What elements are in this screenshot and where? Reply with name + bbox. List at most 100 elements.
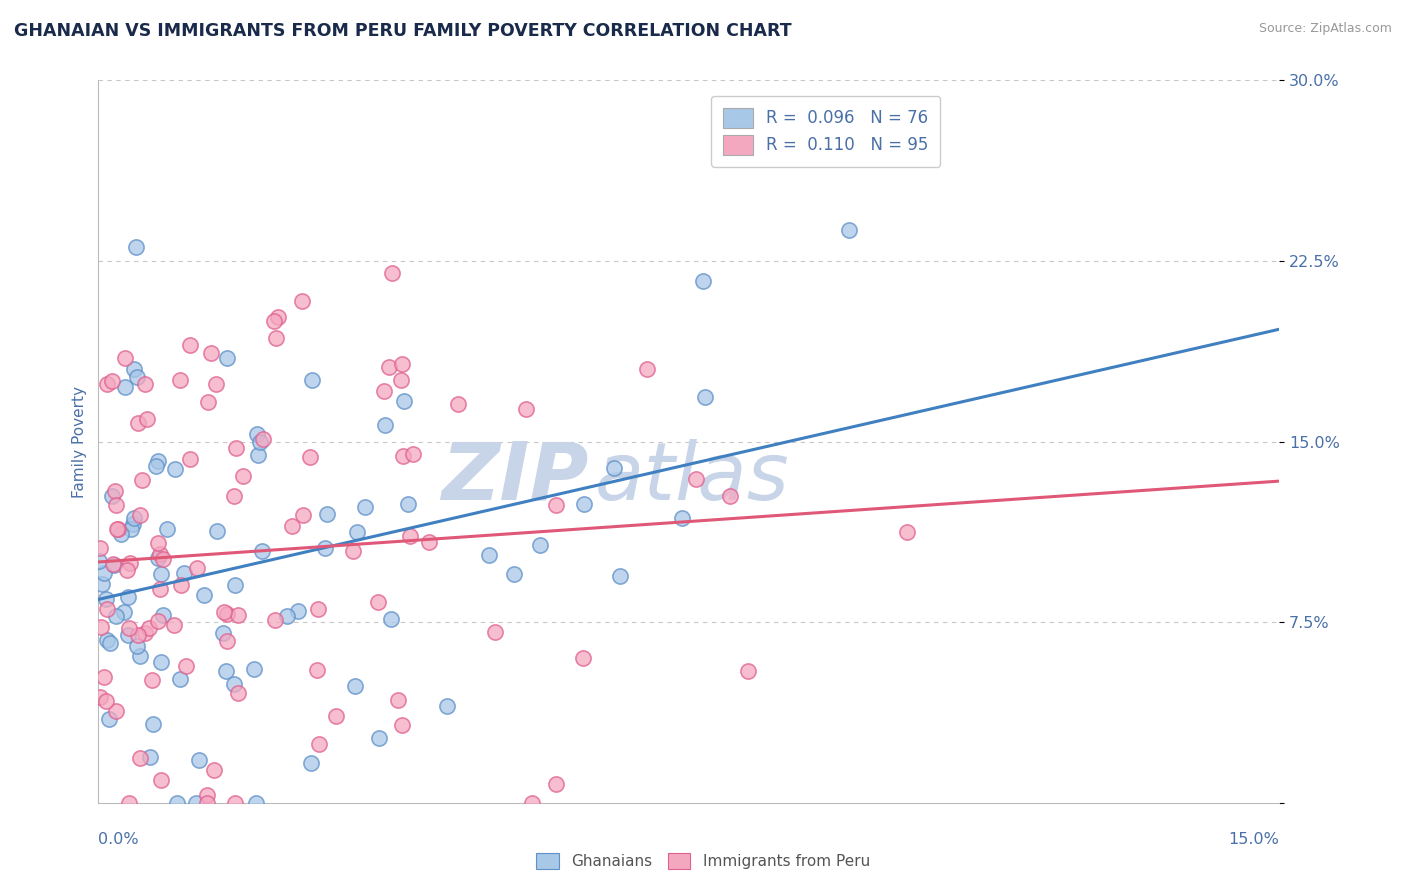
Point xyxy=(205,376,228,391)
Point xyxy=(173,566,195,580)
Point xyxy=(117,628,139,642)
Point xyxy=(243,662,266,676)
Point xyxy=(503,567,526,582)
Point xyxy=(402,447,425,461)
Point xyxy=(305,663,328,677)
Point xyxy=(292,508,315,522)
Point xyxy=(134,625,156,640)
Point xyxy=(98,636,121,650)
Point xyxy=(148,614,170,628)
Point xyxy=(609,569,631,583)
Point xyxy=(114,351,136,365)
Point xyxy=(381,266,404,280)
Point xyxy=(515,402,537,417)
Point xyxy=(89,541,111,556)
Point xyxy=(212,626,235,640)
Point xyxy=(149,547,172,561)
Point xyxy=(484,624,506,639)
Point xyxy=(222,489,245,503)
Point xyxy=(90,620,112,634)
Point xyxy=(695,390,717,404)
Point xyxy=(392,393,415,408)
Point xyxy=(226,686,249,700)
Point xyxy=(574,497,596,511)
Point xyxy=(186,796,208,810)
Point xyxy=(131,473,153,487)
Point xyxy=(94,694,117,708)
Point xyxy=(125,240,148,254)
Point xyxy=(200,346,222,360)
Point xyxy=(392,449,415,463)
Point xyxy=(114,605,136,619)
Point xyxy=(105,609,128,624)
Point xyxy=(127,416,149,430)
Point xyxy=(89,554,111,568)
Point xyxy=(307,602,329,616)
Point xyxy=(222,677,245,691)
Point xyxy=(128,508,150,522)
Y-axis label: Family Poverty: Family Poverty xyxy=(72,385,87,498)
Point xyxy=(546,499,568,513)
Point xyxy=(396,497,419,511)
Point xyxy=(117,621,139,635)
Point xyxy=(148,536,170,550)
Point xyxy=(692,274,714,288)
Point xyxy=(122,517,145,532)
Point xyxy=(120,557,142,571)
Point xyxy=(105,704,128,718)
Point xyxy=(391,718,413,732)
Legend: R =  0.096   N = 76, R =  0.110   N = 95: R = 0.096 N = 76, R = 0.110 N = 95 xyxy=(711,95,941,167)
Point xyxy=(125,639,148,653)
Legend: Ghanaians, Immigrants from Peru: Ghanaians, Immigrants from Peru xyxy=(530,847,876,875)
Point xyxy=(636,362,658,376)
Point xyxy=(179,337,201,351)
Text: 0.0%: 0.0% xyxy=(98,831,139,847)
Point xyxy=(174,659,197,673)
Point xyxy=(418,534,440,549)
Point xyxy=(374,418,396,433)
Point xyxy=(101,489,124,503)
Point xyxy=(602,461,624,475)
Point xyxy=(205,524,228,538)
Point xyxy=(128,649,150,664)
Point xyxy=(217,351,239,366)
Point xyxy=(150,567,173,582)
Point xyxy=(436,699,458,714)
Point xyxy=(101,557,124,571)
Point xyxy=(838,223,860,237)
Point xyxy=(477,548,499,562)
Point xyxy=(367,595,389,609)
Point xyxy=(114,380,136,394)
Point xyxy=(163,462,186,476)
Point xyxy=(263,314,285,328)
Point xyxy=(264,613,287,627)
Point xyxy=(252,432,274,446)
Point xyxy=(197,394,219,409)
Point xyxy=(529,538,551,552)
Point xyxy=(96,592,118,607)
Point xyxy=(522,796,544,810)
Point xyxy=(134,377,156,392)
Point xyxy=(245,426,267,441)
Point xyxy=(122,511,145,525)
Point xyxy=(280,519,302,533)
Point xyxy=(308,737,330,751)
Point xyxy=(217,607,239,621)
Text: atlas: atlas xyxy=(595,439,789,516)
Point xyxy=(291,294,314,309)
Point xyxy=(212,605,235,619)
Point xyxy=(127,628,149,642)
Point xyxy=(138,621,160,635)
Point xyxy=(264,331,287,345)
Point xyxy=(246,448,269,462)
Point xyxy=(249,434,271,449)
Point xyxy=(896,525,918,540)
Point xyxy=(447,397,470,411)
Point xyxy=(391,357,413,371)
Text: GHANAIAN VS IMMIGRANTS FROM PERU FAMILY POVERTY CORRELATION CHART: GHANAIAN VS IMMIGRANTS FROM PERU FAMILY … xyxy=(14,22,792,40)
Text: 15.0%: 15.0% xyxy=(1229,831,1279,847)
Point xyxy=(546,777,568,791)
Point xyxy=(103,558,125,573)
Point xyxy=(104,484,127,499)
Point xyxy=(202,763,225,777)
